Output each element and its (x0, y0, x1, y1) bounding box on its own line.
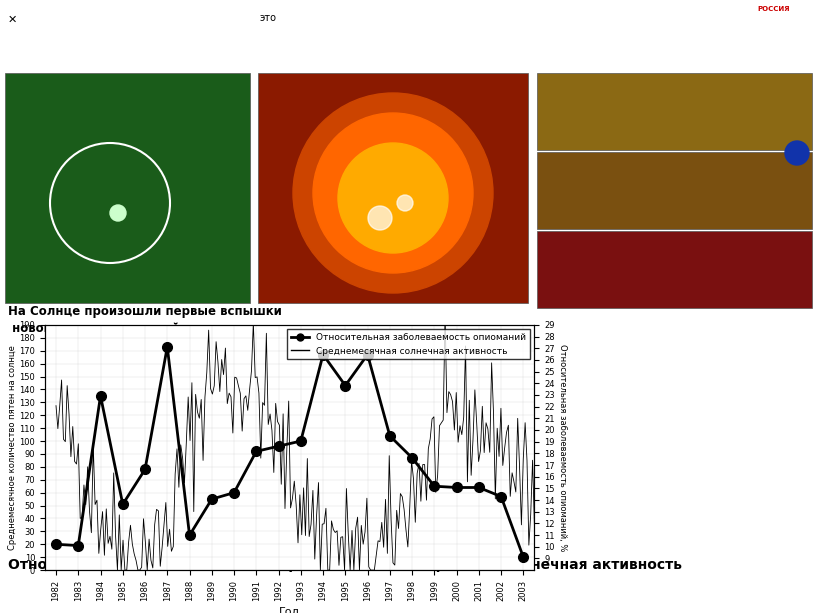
FancyBboxPatch shape (537, 231, 812, 308)
Text: ✕: ✕ (8, 15, 17, 25)
Circle shape (368, 206, 392, 230)
Text: На Солнце произошли первые вспышки
 нового цикла солнечной активности: На Солнце произошли первые вспышки новог… (8, 305, 282, 335)
Circle shape (313, 113, 473, 273)
Text: РОССИЯ: РОССИЯ (757, 6, 790, 12)
Circle shape (338, 143, 448, 253)
FancyBboxPatch shape (537, 152, 812, 229)
FancyBboxPatch shape (5, 73, 250, 303)
Circle shape (785, 141, 809, 165)
Circle shape (293, 93, 493, 293)
Circle shape (110, 205, 126, 221)
Text: это: это (260, 13, 277, 23)
FancyBboxPatch shape (258, 73, 528, 303)
FancyBboxPatch shape (537, 73, 812, 150)
X-axis label: Год: Год (279, 607, 300, 613)
Circle shape (397, 195, 413, 211)
Legend: Относительная заболеваемость опиоманий, Среднемесячная солнечная активность: Относительная заболеваемость опиоманий, … (287, 329, 530, 359)
Y-axis label: Относительная заболеваемость опиоманий, %: Относительная заболеваемость опиоманий, … (557, 344, 566, 551)
Text: Относительная заболеваемость наркоманиями на Украине и солнечная активность: Относительная заболеваемость наркоманиям… (8, 558, 682, 573)
Y-axis label: Среднемесячное количество пятен на солнце: Среднемесячное количество пятен на солнц… (7, 345, 16, 550)
